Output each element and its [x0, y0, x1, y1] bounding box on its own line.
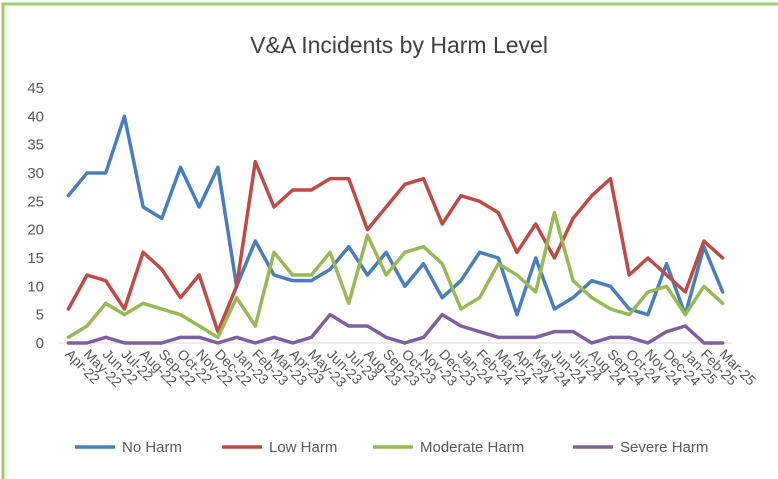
y-tick-label: 20 [27, 222, 44, 239]
legend-label: No Harm [122, 439, 182, 456]
legend-label: Low Harm [269, 439, 337, 456]
y-tick-label: 25 [27, 193, 44, 210]
y-tick-label: 45 [27, 80, 44, 97]
y-tick-label: 40 [27, 108, 44, 125]
line [66, 159, 725, 334]
legend-label: Moderate Harm [420, 439, 524, 456]
y-tick-label: 5 [36, 307, 44, 324]
chart-title: V&A Incidents by Harm Level [250, 32, 548, 58]
line [66, 114, 725, 317]
y-tick-label: 35 [27, 137, 44, 154]
line [66, 210, 725, 340]
y-tick-label: 0 [36, 335, 44, 352]
y-tick-label: 30 [27, 165, 44, 182]
y-tick-label: 15 [27, 250, 44, 267]
line [66, 312, 725, 345]
y-tick-label: 10 [27, 278, 44, 295]
legend-label: Severe Harm [620, 439, 708, 456]
